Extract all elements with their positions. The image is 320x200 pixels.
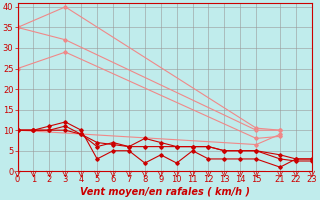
X-axis label: Vent moyen/en rafales ( km/h ): Vent moyen/en rafales ( km/h ) [80, 187, 250, 197]
